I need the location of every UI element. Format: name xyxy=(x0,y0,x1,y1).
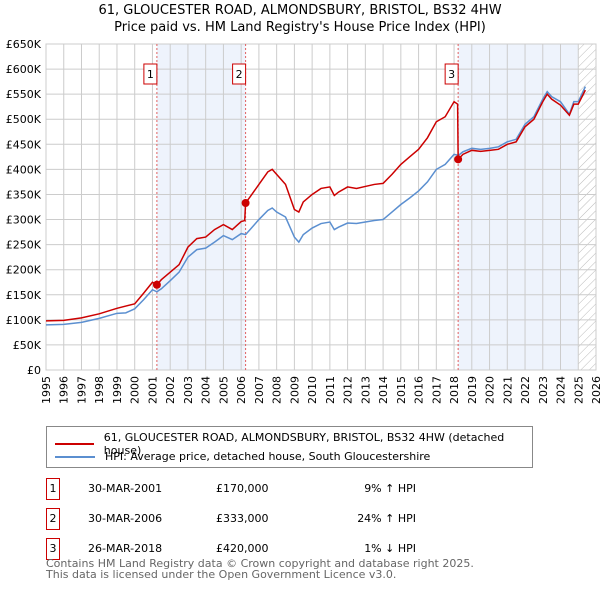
sale-point xyxy=(241,198,250,207)
x-tick-label: 2016 xyxy=(413,376,426,404)
y-tick-label: £600K xyxy=(6,63,42,76)
y-tick-label: £50K xyxy=(13,339,42,352)
sale-price: £333,000 xyxy=(216,512,269,525)
legend-swatch-hpi xyxy=(55,455,95,458)
x-tick-label: 2021 xyxy=(501,376,514,404)
sale-number: 2 xyxy=(46,508,60,530)
sale-hpi-diff: 1% ↓ HPI xyxy=(364,542,416,555)
sale-badge-label: 1 xyxy=(147,68,154,81)
sale-hpi-diff: 24% ↑ HPI xyxy=(357,512,416,525)
x-tick-label: 2004 xyxy=(200,376,213,404)
legend-label-hpi: HPI: Average price, detached house, Sout… xyxy=(105,450,431,463)
y-tick-label: £450K xyxy=(6,138,42,151)
x-tick-label: 2020 xyxy=(484,376,497,404)
x-tick-label: 2003 xyxy=(182,376,195,404)
x-tick-label: 2009 xyxy=(288,376,301,404)
y-tick-label: £150K xyxy=(6,289,42,302)
sale-number: 1 xyxy=(46,478,60,500)
shaded-range xyxy=(458,44,579,370)
x-tick-label: 2007 xyxy=(253,376,266,404)
x-tick-label: 2019 xyxy=(466,376,479,404)
y-tick-label: £100K xyxy=(6,314,42,327)
series-line-property xyxy=(45,89,587,322)
shaded-range xyxy=(156,44,246,370)
footer-line-1: Contains HM Land Registry data © Crown c… xyxy=(46,557,474,570)
x-tick-label: 1999 xyxy=(111,376,124,404)
sale-row: 1 30-MAR-2001 £170,000 9% ↑ HPI xyxy=(46,478,546,500)
y-tick-label: £650K xyxy=(6,38,42,51)
sale-date: 26-MAR-2018 xyxy=(88,542,163,555)
sale-point xyxy=(454,155,463,164)
sale-number: 3 xyxy=(46,538,60,560)
y-tick-label: £250K xyxy=(6,239,42,252)
x-tick-label: 1997 xyxy=(75,376,88,404)
x-tick-label: 2001 xyxy=(146,376,159,404)
sale-date: 30-MAR-2001 xyxy=(88,482,163,495)
sale-price: £170,000 xyxy=(216,482,269,495)
plot-frame xyxy=(45,43,597,371)
sale-badge xyxy=(143,63,158,85)
sale-row: 2 30-MAR-2006 £333,000 24% ↑ HPI xyxy=(46,508,546,530)
chart-subtitle: Price paid vs. HM Land Registry's House … xyxy=(114,20,486,35)
x-tick-label: 2012 xyxy=(342,376,355,404)
x-tick-label: 2002 xyxy=(164,376,177,404)
legend-label-property: 61, GLOUCESTER ROAD, ALMONDSBURY, BRISTO… xyxy=(103,431,505,457)
sale-point xyxy=(152,280,161,289)
x-tick-label: 1996 xyxy=(58,376,71,404)
y-tick-label: £350K xyxy=(6,188,42,201)
legend-swatch-property xyxy=(55,443,94,445)
x-tick-label: 2024 xyxy=(555,376,568,404)
sale-badge-label: 2 xyxy=(236,68,243,81)
x-tick-label: 2023 xyxy=(537,376,550,404)
x-tick-label: 2022 xyxy=(519,376,532,404)
sale-price: £420,000 xyxy=(216,542,269,555)
x-tick-label: 1998 xyxy=(93,376,106,404)
price-chart: 1995 1996 1997 1998 1999 2000 2001 2002 2003 2004… xyxy=(6,38,600,404)
x-tick-label: 2025 xyxy=(572,376,585,404)
footer: Contains HM Land Registry data © Crown c… xyxy=(46,558,474,580)
x-tick-label: 2014 xyxy=(377,376,390,404)
forecast-hatch xyxy=(578,44,596,370)
y-tick-label: £550K xyxy=(6,88,42,101)
x-tick-label: 2017 xyxy=(430,376,443,404)
y-tick-label: £200K xyxy=(6,264,42,277)
sale-badge xyxy=(232,63,247,85)
x-tick-label: 2026 xyxy=(590,376,600,404)
x-tick-label: 2018 xyxy=(448,376,461,404)
x-tick-label: 2005 xyxy=(217,376,230,404)
x-tick-label: 2008 xyxy=(271,376,284,404)
sale-row: 3 26-MAR-2018 £420,000 1% ↓ HPI xyxy=(46,538,546,560)
legend: 61, GLOUCESTER ROAD, ALMONDSBURY, BRISTO… xyxy=(46,426,533,468)
y-tick-label: £0 xyxy=(27,364,41,377)
chart-title: 61, GLOUCESTER ROAD, ALMONDSBURY, BRISTO… xyxy=(98,3,502,18)
sale-badge-label: 3 xyxy=(448,68,455,81)
y-tick-label: £500K xyxy=(6,113,42,126)
y-tick-label: £400K xyxy=(6,163,42,176)
x-tick-label: 2010 xyxy=(306,376,319,404)
sale-date: 30-MAR-2006 xyxy=(88,512,163,525)
x-tick-label: 2013 xyxy=(359,376,372,404)
footer-line-2: This data is licensed under the Open Gov… xyxy=(46,568,397,581)
x-tick-label: 2011 xyxy=(324,376,337,404)
sale-badge xyxy=(444,63,459,85)
x-tick-label: 2015 xyxy=(395,376,408,404)
series-line-hpi xyxy=(45,86,587,326)
x-tick-label: 2006 xyxy=(235,376,248,404)
x-tick-label: 2000 xyxy=(129,376,142,404)
sale-hpi-diff: 9% ↑ HPI xyxy=(364,482,416,495)
x-tick-label: 1995 xyxy=(40,376,53,404)
y-tick-label: £300K xyxy=(6,214,42,227)
